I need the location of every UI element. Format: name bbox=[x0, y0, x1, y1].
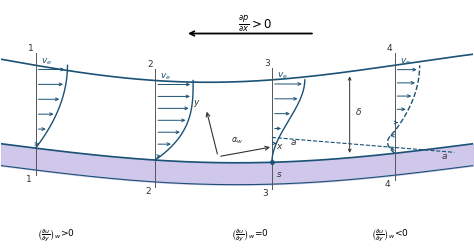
Text: $y$: $y$ bbox=[193, 98, 201, 109]
Text: $\left(\frac{\partial u}{\partial y}\right)_w\!>\!0$: $\left(\frac{\partial u}{\partial y}\rig… bbox=[36, 228, 74, 243]
Text: $x$: $x$ bbox=[276, 142, 283, 151]
Text: $a$: $a$ bbox=[441, 152, 448, 161]
Text: 3: 3 bbox=[264, 59, 270, 68]
Text: 3: 3 bbox=[262, 189, 268, 198]
Text: $\left(\frac{\partial u}{\partial y}\right)_w\!<\!0$: $\left(\frac{\partial u}{\partial y}\rig… bbox=[371, 228, 409, 243]
Text: $\alpha_w$: $\alpha_w$ bbox=[231, 136, 243, 146]
Text: $v_e$: $v_e$ bbox=[277, 71, 288, 81]
Text: $a$: $a$ bbox=[290, 138, 297, 147]
Text: $s$: $s$ bbox=[276, 170, 283, 179]
Text: $v_e$: $v_e$ bbox=[400, 56, 410, 67]
Text: $v_e$: $v_e$ bbox=[41, 56, 52, 67]
Text: 2: 2 bbox=[147, 60, 153, 68]
Text: $\frac{\partial p}{\partial x} > 0$: $\frac{\partial p}{\partial x} > 0$ bbox=[238, 13, 272, 34]
Text: 2: 2 bbox=[146, 187, 151, 196]
Text: $v_e$: $v_e$ bbox=[160, 72, 171, 82]
Text: 4: 4 bbox=[385, 180, 391, 189]
Text: $\delta$: $\delta$ bbox=[355, 106, 362, 117]
Text: 1: 1 bbox=[28, 44, 34, 54]
Text: 4: 4 bbox=[387, 44, 392, 53]
Text: $\left(\frac{\partial u}{\partial y}\right)_w\!=\!0$: $\left(\frac{\partial u}{\partial y}\rig… bbox=[231, 228, 269, 243]
Text: 1: 1 bbox=[26, 175, 31, 184]
